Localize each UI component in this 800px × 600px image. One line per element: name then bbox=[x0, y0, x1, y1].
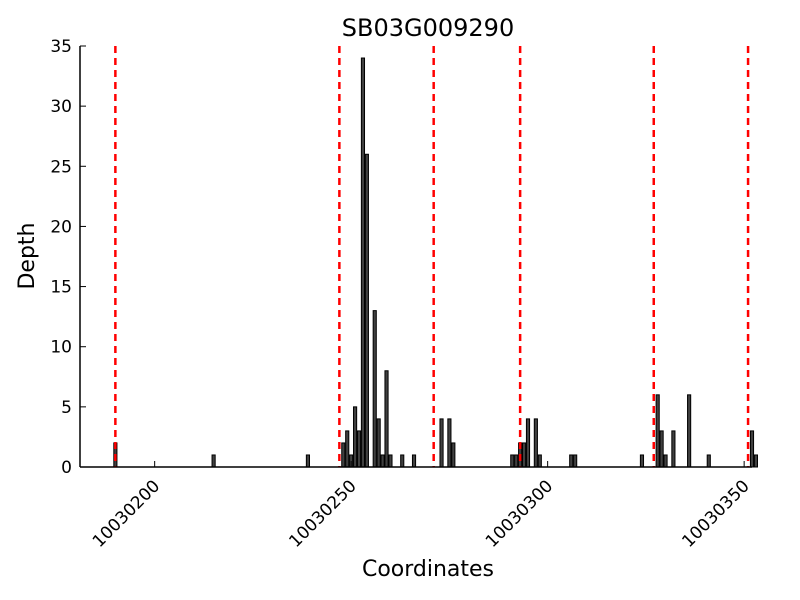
bar bbox=[447, 418, 452, 468]
bar bbox=[569, 454, 574, 468]
bar bbox=[305, 454, 310, 468]
bar bbox=[451, 442, 456, 468]
chart-title: SB03G009290 bbox=[342, 14, 514, 42]
bar bbox=[525, 418, 531, 468]
x-ticks: 10030200 10030250 10030300 10030350 bbox=[89, 461, 754, 552]
bar bbox=[384, 370, 389, 468]
bar bbox=[360, 57, 366, 468]
y-axis-label: Depth bbox=[15, 222, 40, 289]
bar bbox=[353, 406, 358, 468]
y-ticks: 0 5 10 15 20 25 30 35 bbox=[50, 37, 86, 478]
bar bbox=[753, 454, 758, 468]
bar bbox=[341, 442, 346, 468]
bar bbox=[573, 454, 578, 468]
bar bbox=[749, 430, 755, 468]
bar bbox=[514, 454, 519, 468]
x-tick-label: 10030300 bbox=[482, 476, 557, 551]
bar bbox=[537, 454, 542, 468]
bar bbox=[639, 454, 645, 468]
bar bbox=[372, 310, 377, 468]
y-tick-label: 5 bbox=[61, 398, 72, 418]
bar bbox=[364, 153, 369, 468]
y-tick-label: 0 bbox=[61, 458, 72, 478]
bar bbox=[211, 454, 216, 468]
vertical-lines-layer bbox=[114, 46, 750, 467]
bar bbox=[659, 430, 664, 468]
bar bbox=[345, 430, 350, 468]
y-tick-label: 10 bbox=[50, 338, 72, 358]
y-tick-label: 35 bbox=[50, 37, 72, 57]
y-tick-label: 15 bbox=[50, 278, 72, 298]
bar bbox=[356, 430, 362, 468]
x-tick-label: 10030200 bbox=[89, 476, 164, 551]
bar bbox=[687, 394, 692, 468]
bar bbox=[376, 418, 381, 468]
bar bbox=[400, 454, 405, 468]
x-tick-label: 10030250 bbox=[285, 476, 360, 551]
bars-layer bbox=[113, 57, 758, 468]
x-tick-label: 10030350 bbox=[678, 476, 753, 551]
bar bbox=[411, 454, 417, 468]
bar bbox=[380, 454, 385, 468]
bar bbox=[388, 454, 393, 468]
y-tick-label: 20 bbox=[50, 217, 72, 237]
bar bbox=[706, 454, 711, 468]
bar bbox=[671, 430, 676, 468]
bar bbox=[439, 418, 444, 468]
y-tick-label: 25 bbox=[50, 157, 72, 177]
bar bbox=[533, 418, 538, 468]
x-axis-label: Coordinates bbox=[362, 557, 494, 582]
bar bbox=[510, 454, 515, 468]
bar bbox=[663, 454, 668, 468]
bar bbox=[522, 442, 527, 468]
y-tick-label: 30 bbox=[50, 97, 72, 117]
bar bbox=[655, 394, 660, 468]
